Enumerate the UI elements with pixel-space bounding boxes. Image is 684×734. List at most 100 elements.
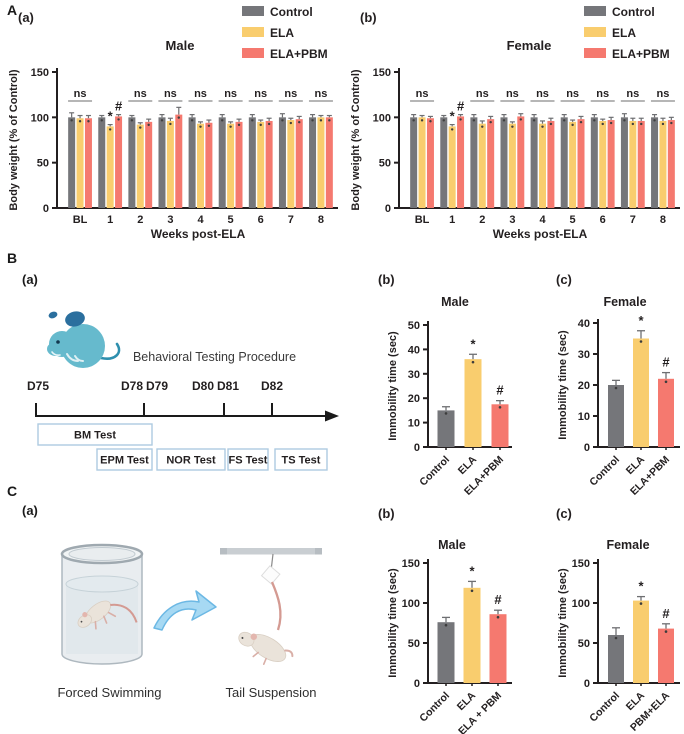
figure-shape [571, 123, 574, 127]
panel-label: (a) [18, 10, 34, 25]
y-tick-label: 30 [578, 349, 590, 361]
bar-control-1 [98, 117, 106, 208]
tail-suspension-illustration [220, 548, 322, 666]
y-tick-label: 100 [572, 598, 590, 610]
category-label-5: 5 [228, 214, 234, 226]
section-label-a: A [7, 2, 18, 18]
figure-shape [311, 119, 314, 122]
category-label-5: 5 [570, 214, 576, 226]
category-label-4: 4 [539, 214, 546, 226]
figure-shape [220, 548, 322, 555]
figure-shape [593, 119, 596, 122]
figure-shape [289, 121, 293, 125]
figure-shape [609, 121, 613, 125]
bar-control-4 [530, 117, 538, 208]
figure-shape [284, 649, 294, 658]
sig-marker-ela-pbm: # [115, 99, 123, 114]
figure-shape [56, 340, 60, 344]
bar-ela-1 [448, 126, 456, 208]
figure-shape [220, 548, 227, 555]
category-label-6: 6 [600, 214, 606, 226]
tail-suspension-caption: Tail Suspension [225, 685, 317, 700]
category-label-2: 2 [137, 214, 143, 226]
category-label-ela: ELA [456, 453, 480, 477]
figure-shape [48, 311, 58, 319]
y-tick-label: 0 [414, 678, 420, 690]
bar-control-7 [278, 117, 286, 208]
y-axis-label: Immobility time (sec) [387, 568, 399, 678]
figure-shape [511, 125, 514, 128]
bar-ela [464, 359, 482, 447]
bar-control [437, 410, 455, 447]
figure-shape [502, 119, 506, 122]
figure-shape [78, 120, 82, 123]
figure-shape [670, 121, 673, 125]
bar-ela-pbm-3 [517, 116, 525, 208]
figure-shape [110, 603, 138, 623]
y-tick-label: 20 [408, 393, 420, 405]
legend-swatch-ela-pbm [242, 48, 264, 58]
figure-shape [229, 125, 232, 128]
timeline-day-d82: D82 [261, 379, 283, 393]
bar-control [437, 622, 455, 683]
section-label-b: B [7, 250, 18, 266]
legend-label-ela-pbm: ELA+PBM [270, 47, 328, 61]
figure-shape [51, 351, 61, 356]
y-axis-label: Body weight (% of Control) [350, 69, 362, 210]
y-tick-label: 100 [31, 112, 49, 124]
figure-shape [664, 380, 668, 384]
figure-shape [298, 120, 301, 124]
figure-shape [221, 119, 224, 122]
behavioral-timeline-diagram: D75 D78 D79 D80 D81 D82 BM Test EPM Test NOR Tes… [27, 379, 339, 471]
panel-label: (b) [378, 506, 395, 521]
bar-ela-8 [659, 120, 667, 208]
figure-shape [639, 602, 643, 605]
figure-shape [420, 119, 424, 122]
y-tick-label: 20 [578, 380, 590, 392]
sig-ns-5: ns [224, 88, 237, 100]
legend-label-ela: ELA [270, 26, 294, 40]
bar-control [608, 635, 624, 683]
bar-ela-4 [197, 123, 204, 208]
sig-ns-6: ns [254, 88, 267, 100]
category-label-control: Control [417, 690, 452, 725]
figure-shape [579, 120, 583, 124]
bar-ela-2 [478, 123, 486, 208]
section-label-c: C [7, 483, 18, 499]
y-axis-label: Immobility time (sec) [557, 568, 569, 678]
bar-control-7 [620, 117, 628, 208]
bar-control [608, 385, 624, 447]
bar-pbm-ela [658, 628, 674, 683]
timeline-test-label-ts-test: TS Test [282, 455, 321, 467]
bar-ela-pbm-8 [667, 120, 675, 208]
figure-shape [117, 118, 120, 121]
bar-ela-pbm-4 [547, 120, 555, 208]
figure-shape [315, 548, 322, 555]
timeline-test-label-bm-test: BM Test [74, 430, 116, 442]
x-axis-label: Weeks post-ELA [493, 227, 588, 241]
category-label-control: Control [417, 454, 452, 489]
figure-shape [614, 386, 618, 390]
timeline-test-box-epm-test [96, 448, 153, 471]
timeline-day-d79: D79 [146, 379, 168, 393]
figure-shape [563, 119, 566, 122]
behavioral-procedure-title: Behavioral Testing Procedure [132, 350, 297, 364]
bar-ela-pbm-7 [637, 120, 645, 208]
sig-marker-ela-pbm: # [496, 383, 504, 398]
forced-swimming-caption: Forced Swimming [57, 685, 162, 700]
panel-label-b-a: (a) [22, 272, 38, 287]
figure-shape [496, 615, 500, 619]
bar-control-3 [158, 117, 166, 208]
figure-shape [130, 119, 134, 122]
figure-shape [160, 119, 164, 122]
figure-shape [259, 123, 262, 127]
y-tick-label: 50 [408, 638, 420, 650]
bar-ela-pbm-8 [325, 117, 333, 208]
category-label-1: 1 [107, 214, 113, 226]
panel-label: (b) [378, 272, 395, 287]
bar-ela-pbm-bl [84, 118, 92, 208]
y-tick-label: 10 [408, 418, 420, 430]
figure-shape [639, 340, 643, 343]
